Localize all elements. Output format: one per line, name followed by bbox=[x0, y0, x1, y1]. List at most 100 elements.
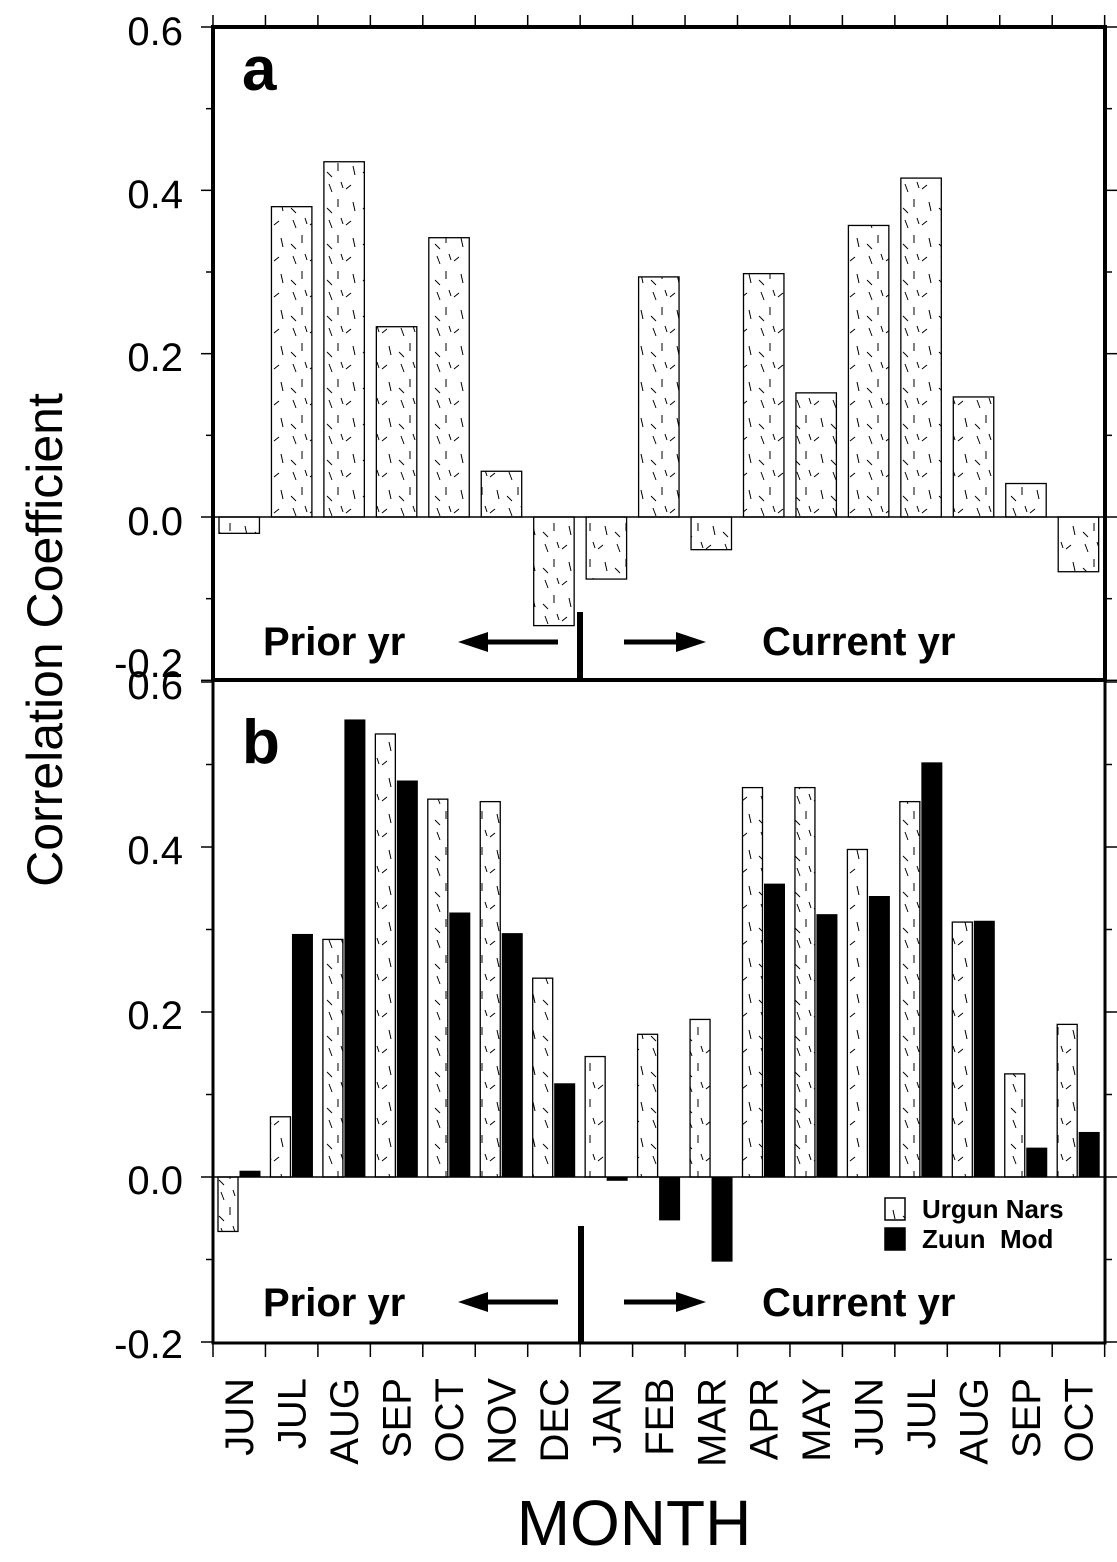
panel-b-bars bbox=[217, 719, 1100, 1262]
month-label: JUL bbox=[271, 1378, 315, 1449]
bar-a bbox=[690, 516, 733, 551]
panel-b-right-arrow bbox=[624, 1292, 706, 1312]
legend: Urgun Nars Zuun Mod bbox=[884, 1194, 1064, 1254]
panel-a-bars bbox=[218, 161, 1100, 627]
month-label: NOV bbox=[480, 1378, 524, 1465]
month-label: FEB bbox=[638, 1378, 682, 1456]
bar-b-urgun-nars bbox=[217, 1176, 239, 1233]
bar-a bbox=[533, 516, 575, 627]
bar-b-zuun-mod bbox=[1078, 1131, 1100, 1178]
month-label: MAR bbox=[690, 1378, 734, 1467]
bar-a bbox=[1005, 482, 1047, 518]
bar-b-zuun-mod bbox=[554, 1083, 576, 1178]
bar-b-urgun-nars bbox=[584, 1055, 606, 1178]
x-axis-title: MONTH bbox=[517, 1487, 752, 1559]
bar-b-urgun-nars bbox=[846, 848, 869, 1178]
bar-b-zuun-mod bbox=[449, 912, 471, 1178]
bar-b-zuun-mod bbox=[239, 1170, 261, 1178]
bar-b-urgun-nars bbox=[1056, 1023, 1078, 1178]
panel-b-prior-label: Prior yr bbox=[263, 1281, 405, 1325]
month-label: OCT bbox=[1057, 1378, 1101, 1462]
bar-b-zuun-mod bbox=[973, 920, 995, 1178]
bar-b-zuun-mod bbox=[501, 933, 523, 1178]
bar-a bbox=[480, 470, 523, 518]
month-labels: JUN JUL AUG SEP OCT NOV DEC JAN FEB MAR APR MAY JUN J… bbox=[218, 1378, 1101, 1467]
bar-b-zuun-mod bbox=[291, 933, 313, 1178]
legend-swatch-zuun-mod bbox=[884, 1227, 906, 1251]
month-label: OCT bbox=[428, 1378, 472, 1462]
bar-a bbox=[428, 237, 470, 518]
panel-a-current-label: Current yr bbox=[762, 620, 955, 664]
bar-a bbox=[637, 276, 680, 518]
panel-b-current-label: Current yr bbox=[762, 1281, 955, 1325]
legend-swatch-urgun-nars bbox=[884, 1197, 906, 1221]
bar-a bbox=[795, 392, 838, 518]
bar-a bbox=[952, 396, 995, 518]
panel-a-letter: a bbox=[242, 35, 277, 104]
bar-b-urgun-nars bbox=[479, 800, 501, 1178]
month-label: AUG bbox=[323, 1378, 367, 1465]
month-label: JAN bbox=[585, 1378, 629, 1454]
bar-b-zuun-mod bbox=[868, 896, 890, 1178]
bar-a bbox=[585, 516, 628, 580]
bar-b-zuun-mod bbox=[816, 914, 838, 1178]
zero-lines bbox=[213, 516, 1105, 1178]
bar-b-urgun-nars bbox=[374, 733, 397, 1178]
panel-a-left-arrow bbox=[458, 632, 558, 652]
bar-b-zuun-mod bbox=[1026, 1147, 1048, 1178]
month-label: SEP bbox=[376, 1378, 420, 1458]
bar-a bbox=[1057, 516, 1100, 573]
panel-a-ytick-label: 0.2 bbox=[127, 336, 183, 380]
bar-a bbox=[323, 161, 365, 518]
panel-b-ytick-label: 0.2 bbox=[127, 994, 183, 1038]
bar-b-urgun-nars bbox=[427, 798, 449, 1178]
legend-label-urgun-nars: Urgun Nars bbox=[922, 1194, 1064, 1224]
bar-b-urgun-nars bbox=[1004, 1073, 1026, 1178]
panel-a-ytick-label: 0.4 bbox=[127, 173, 183, 217]
bar-a bbox=[375, 326, 418, 518]
y-axis-title: Correlation Coefficient bbox=[17, 393, 73, 887]
month-label: DEC bbox=[533, 1378, 577, 1462]
bar-b-zuun-mod bbox=[711, 1176, 733, 1262]
panel-a-ytick-label: 0.0 bbox=[127, 500, 183, 544]
bar-b-urgun-nars bbox=[636, 1033, 659, 1178]
bar-b-zuun-mod bbox=[921, 762, 943, 1178]
panel-a-ytick-label: -0.2 bbox=[114, 642, 183, 686]
panel-b-ytick-label: 0.0 bbox=[127, 1159, 183, 1203]
bar-a bbox=[847, 224, 890, 518]
month-label: AUG bbox=[953, 1378, 997, 1465]
month-label: JUN bbox=[218, 1378, 262, 1456]
bar-a bbox=[900, 177, 942, 518]
month-label: APR bbox=[743, 1378, 787, 1460]
bar-b-urgun-nars bbox=[899, 800, 921, 1178]
panel-a-prior-label: Prior yr bbox=[263, 620, 405, 664]
bar-b-zuun-mod bbox=[659, 1176, 681, 1221]
axis-ticks bbox=[201, 15, 1117, 1357]
panel-a-ytick-label: 0.6 bbox=[127, 10, 183, 54]
panel-b-ytick-label: 0.4 bbox=[127, 829, 183, 873]
panel-b-ytick-label: 0.6 bbox=[127, 664, 183, 708]
panel-b-left-arrow bbox=[458, 1292, 558, 1312]
bar-b-urgun-nars bbox=[794, 786, 816, 1178]
panel-a-right-arrow bbox=[624, 632, 706, 652]
panel-b-letter: b bbox=[242, 708, 280, 777]
bar-b-urgun-nars bbox=[951, 921, 973, 1178]
bar-b-urgun-nars bbox=[741, 786, 764, 1178]
bar-b-zuun-mod bbox=[764, 883, 785, 1178]
bar-a bbox=[270, 206, 313, 518]
bar-a bbox=[218, 516, 261, 534]
bar-b-zuun-mod bbox=[396, 780, 418, 1178]
month-label: MAY bbox=[795, 1378, 839, 1462]
bar-b-urgun-nars bbox=[532, 977, 554, 1178]
bar-b-urgun-nars bbox=[689, 1018, 711, 1178]
legend-label-zuun-mod: Zuun Mod bbox=[922, 1224, 1053, 1254]
month-label: SEP bbox=[1005, 1378, 1049, 1458]
bar-a bbox=[742, 272, 785, 518]
month-label: JUL bbox=[900, 1378, 944, 1449]
panel-b-ytick-label: -0.2 bbox=[114, 1323, 183, 1367]
bar-b-urgun-nars bbox=[322, 938, 344, 1178]
month-label: JUN bbox=[848, 1378, 892, 1456]
bar-b-zuun-mod bbox=[344, 719, 366, 1178]
bar-b-urgun-nars bbox=[269, 1116, 292, 1178]
